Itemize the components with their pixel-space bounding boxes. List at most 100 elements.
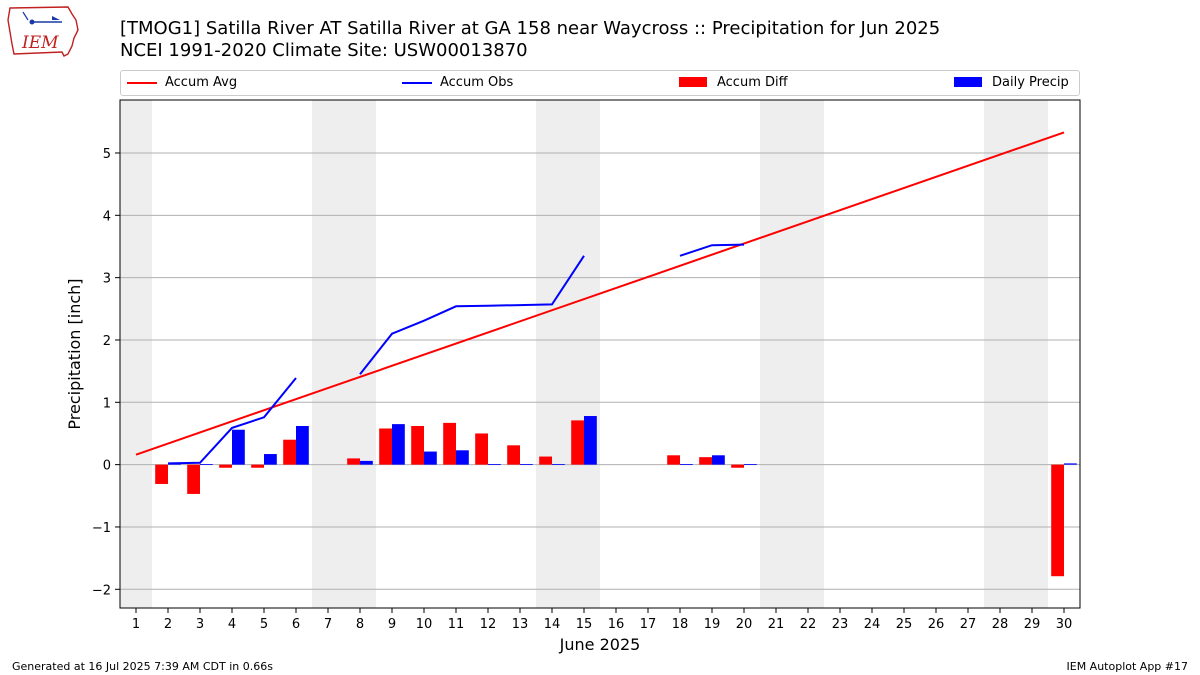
accum-diff-bar-day-10	[411, 425, 424, 465]
accum-obs-line-segment-1	[167, 377, 297, 465]
title-line-2: NCEI 1991-2020 Climate Site: USW00013870	[120, 40, 528, 61]
legend-swatch-accum-obs	[402, 82, 432, 84]
x-tick-label: 14	[544, 617, 561, 632]
plot-frame	[119, 99, 1081, 609]
x-tick-label: 27	[960, 617, 977, 632]
x-tick-label: 6	[292, 617, 300, 632]
legend-label-accum-obs: Accum Obs	[440, 75, 514, 90]
legend-label-daily-precip: Daily Precip	[992, 75, 1069, 90]
daily-precip-bar-day-8	[360, 460, 373, 465]
accum-diff-bar-day-2	[155, 464, 168, 484]
y-tick-label: 3	[103, 272, 111, 287]
x-tick-label: 21	[768, 617, 785, 632]
legend-label-accum-avg: Accum Avg	[165, 75, 238, 90]
weekend-shade-day-22	[792, 100, 824, 608]
x-tick-label: 4	[228, 617, 236, 632]
daily-precip-bar-day-4	[232, 429, 245, 465]
x-tick-label: 15	[576, 617, 593, 632]
chart-legend: Accum Avg Accum Obs Accum Diff Daily Pre…	[120, 70, 1080, 96]
legend-swatch-daily-precip	[954, 77, 982, 87]
title-line-1: [TMOG1] Satilla River AT Satilla River a…	[120, 18, 941, 39]
x-tick-label: 25	[896, 617, 913, 632]
accum-diff-bar-day-14	[539, 456, 552, 465]
y-tick-label: −1	[92, 521, 111, 536]
weekend-shade-day-21	[760, 100, 792, 608]
accum-diff-bar-day-6	[283, 439, 296, 465]
daily-precip-bar-day-14	[552, 464, 565, 465]
daily-precip-bar-day-9	[392, 424, 405, 465]
y-tick-label: 4	[103, 209, 111, 224]
accum-diff-bar-day-9	[379, 428, 392, 465]
accum-diff-bar-day-13	[507, 445, 520, 465]
x-tick-label: 2	[164, 617, 172, 632]
accum-obs-line-segment-2	[359, 255, 585, 375]
accum-diff-bar-day-3	[187, 464, 200, 494]
x-tick-label: 10	[416, 617, 433, 632]
x-tick-label: 26	[928, 617, 945, 632]
x-tick-label: 8	[356, 617, 364, 632]
app-label: IEM Autoplot App #17	[1066, 660, 1189, 673]
daily-precip-bar-day-30	[1064, 463, 1077, 465]
x-tick-label: 7	[324, 617, 332, 632]
daily-precip-bar-day-6	[296, 425, 309, 465]
daily-precip-bar-day-15	[584, 416, 597, 465]
x-tick-label: 17	[640, 617, 657, 632]
x-tick-label: 18	[672, 617, 689, 632]
x-tick-label: 29	[1024, 617, 1041, 632]
iem-logo: IEM	[6, 4, 82, 64]
legend-swatch-accum-diff	[679, 77, 707, 87]
x-tick-label: 12	[480, 617, 497, 632]
x-tick-label: 1	[132, 617, 140, 632]
x-tick-label: 11	[448, 617, 465, 632]
x-tick-label: 5	[260, 617, 268, 632]
x-tick-label: 13	[512, 617, 529, 632]
x-tick-label: 28	[992, 617, 1009, 632]
y-axis-label: Precipitation [inch]	[65, 278, 84, 429]
daily-precip-bar-day-5	[264, 454, 277, 465]
accum-diff-bar-day-19	[699, 457, 712, 465]
daily-precip-bar-day-12	[488, 464, 501, 465]
accum-diff-bar-day-18	[667, 455, 680, 465]
accum-diff-bar-day-30	[1051, 464, 1064, 577]
x-axis-label: June 2025	[559, 635, 641, 654]
x-tick-label: 9	[388, 617, 396, 632]
weekend-shade-day-8	[344, 100, 376, 608]
x-tick-label: 30	[1056, 617, 1073, 632]
accum-diff-bar-day-15	[571, 420, 584, 465]
x-tick-label: 23	[832, 617, 849, 632]
weekend-shade-day-14	[536, 100, 568, 608]
y-tick-label: 1	[103, 396, 111, 411]
x-tick-label: 3	[196, 617, 204, 632]
daily-precip-bar-day-3	[200, 464, 213, 465]
x-tick-label: 19	[704, 617, 721, 632]
accum-diff-bar-day-8	[347, 458, 360, 465]
y-tick-label: 0	[103, 459, 111, 474]
daily-precip-bar-day-13	[520, 464, 533, 465]
x-tick-label: 24	[864, 617, 881, 632]
x-tick-label: 22	[800, 617, 817, 632]
weekend-shade-day-1	[120, 100, 152, 608]
x-tick-label: 20	[736, 617, 753, 632]
accum-diff-bar-day-11	[443, 422, 456, 465]
y-tick-label: 5	[103, 147, 111, 162]
accum-diff-bar-day-5	[251, 464, 264, 468]
daily-precip-bar-day-10	[424, 451, 437, 465]
accum-obs-line-segment-3	[679, 243, 745, 257]
weekend-shade-day-29	[1016, 100, 1048, 608]
weekend-shade-day-7	[312, 100, 344, 608]
daily-precip-bar-day-20	[744, 464, 757, 465]
legend-label-accum-diff: Accum Diff	[717, 75, 788, 90]
chart-title: [TMOG1] Satilla River AT Satilla River a…	[120, 18, 940, 62]
x-tick-label: 16	[608, 617, 625, 632]
y-tick-label: 2	[103, 334, 111, 349]
accum-diff-bar-day-4	[219, 464, 232, 468]
weekend-shade-day-15	[568, 100, 600, 608]
generated-timestamp: Generated at 16 Jul 2025 7:39 AM CDT in …	[12, 660, 273, 673]
daily-precip-bar-day-18	[680, 464, 693, 465]
y-tick-label: −2	[92, 583, 111, 598]
daily-precip-bar-day-19	[712, 455, 725, 465]
logo-text: IEM	[21, 33, 59, 53]
accum-diff-bar-day-12	[475, 433, 488, 465]
daily-precip-bar-day-11	[456, 450, 469, 465]
